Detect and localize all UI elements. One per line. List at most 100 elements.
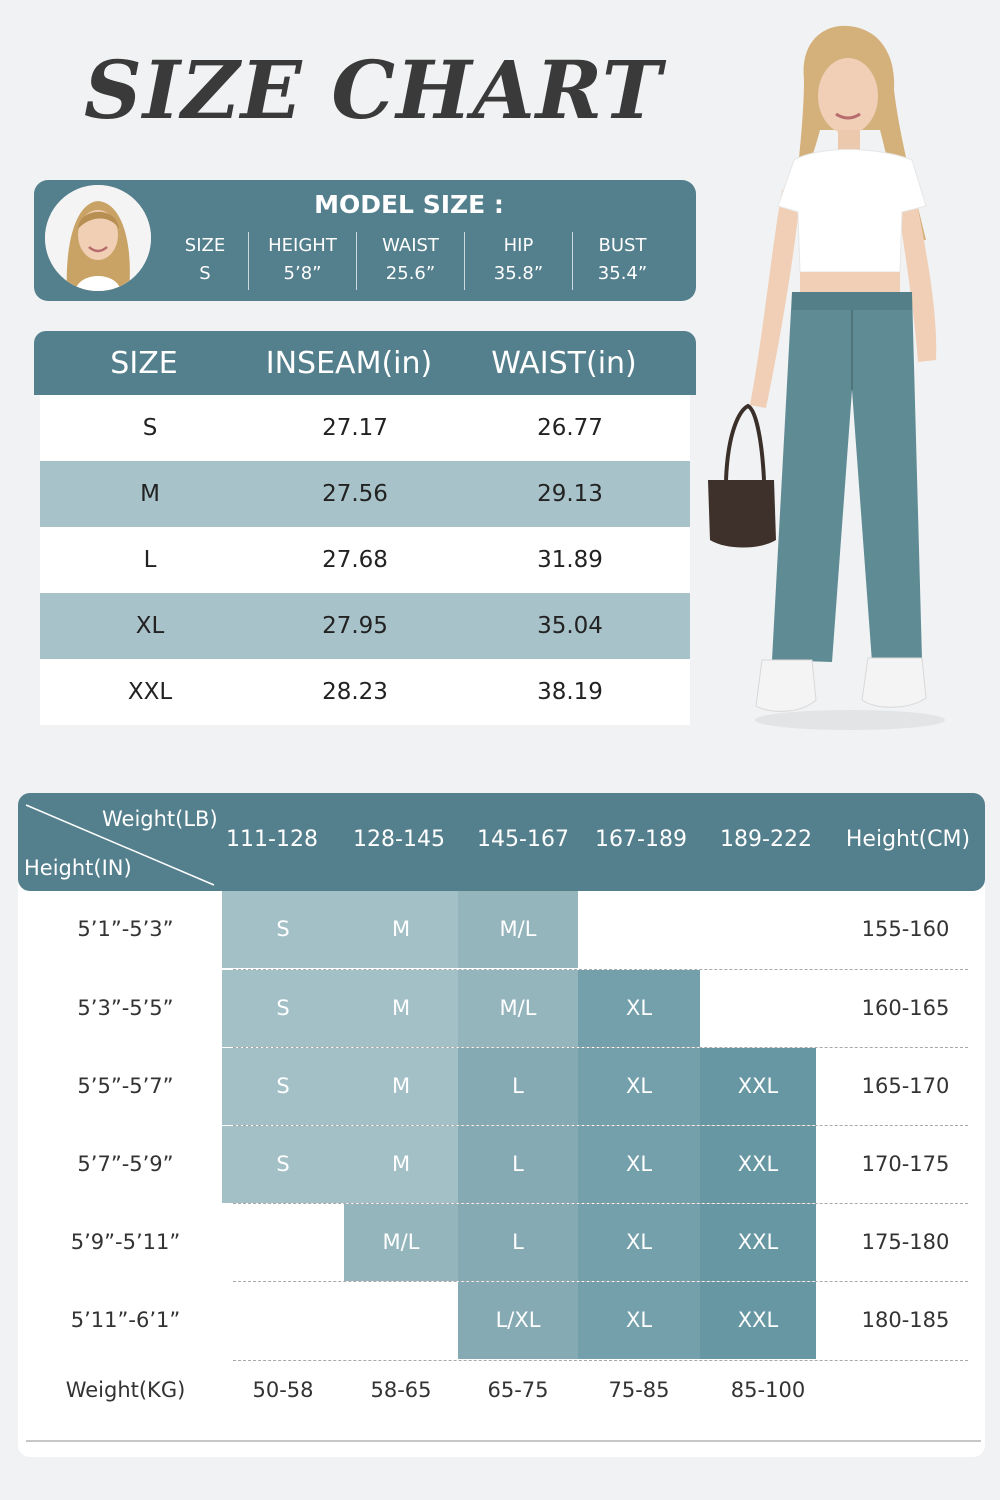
row-divider bbox=[233, 1203, 968, 1204]
size-cell: S bbox=[222, 891, 344, 968]
grid-row: 5’7”-5’9” S M L XL XXL 170-175 bbox=[18, 1126, 985, 1203]
stat-label: HIP bbox=[503, 235, 534, 256]
model-stat-waist: WAIST 25.6” bbox=[356, 232, 464, 290]
cell-waist: 26.77 bbox=[537, 415, 603, 441]
weight-kg-cell: 58-65 bbox=[370, 1378, 432, 1402]
grid-row: 5’3”-5’5” S M M/L XL 160-165 bbox=[18, 970, 985, 1047]
size-cell: L/XL bbox=[458, 1282, 578, 1359]
size-cell: S bbox=[222, 1126, 344, 1203]
cell-waist: 29.13 bbox=[537, 481, 603, 507]
row-divider bbox=[233, 1125, 968, 1126]
header-waist: WAIST(in) bbox=[491, 345, 637, 381]
weight-kg-cell: 75-85 bbox=[608, 1378, 670, 1402]
weight-kg-cell: 50-58 bbox=[252, 1378, 314, 1402]
stat-label: BUST bbox=[598, 235, 647, 256]
size-cell: XL bbox=[578, 1282, 700, 1359]
weight-lb-label: Weight(LB) bbox=[102, 807, 218, 831]
model-size-title: MODEL SIZE : bbox=[314, 190, 504, 219]
header-size: SIZE bbox=[110, 345, 178, 381]
weight-lb-col: 128-145 bbox=[353, 827, 445, 852]
cell-size: XXL bbox=[127, 679, 173, 705]
size-cell: M/L bbox=[344, 1204, 458, 1281]
cell-size: XL bbox=[135, 613, 165, 639]
inseam-waist-table: SIZE INSEAM(in) WAIST(in) S 27.17 26.77 … bbox=[34, 331, 696, 729]
model-size-card: MODEL SIZE : SIZE S HEIGHT 5’8” WAIST 25… bbox=[34, 180, 696, 301]
cell-waist: 35.04 bbox=[537, 613, 603, 639]
stat-value: 25.6” bbox=[385, 263, 436, 284]
size-cell: M/L bbox=[458, 891, 578, 968]
row-divider bbox=[233, 969, 968, 970]
height-in-label: Height(IN) bbox=[24, 856, 132, 880]
model-stat-height: HEIGHT 5’8” bbox=[248, 232, 356, 290]
height-in-cell: 5’7”-5’9” bbox=[77, 1152, 174, 1176]
model-stat-hip: HIP 35.8” bbox=[464, 232, 572, 290]
size-cell: M/L bbox=[458, 970, 578, 1047]
model-stat-bust: BUST 35.4” bbox=[572, 232, 672, 290]
size-cell: S bbox=[222, 1048, 344, 1125]
size-cell: XL bbox=[578, 970, 700, 1047]
cell-inseam: 27.17 bbox=[322, 415, 388, 441]
height-cm-cell: 175-180 bbox=[861, 1230, 950, 1254]
size-cell: XL bbox=[578, 1048, 700, 1125]
stat-value: S bbox=[199, 263, 211, 284]
bottom-divider bbox=[26, 1440, 981, 1442]
stat-value: 35.8” bbox=[493, 263, 544, 284]
weight-kg-cell: 65-75 bbox=[487, 1378, 549, 1402]
table-row: M 27.56 29.13 bbox=[40, 461, 690, 527]
size-cell: M bbox=[344, 970, 458, 1047]
model-stat-size: SIZE S bbox=[162, 232, 248, 290]
size-cell: XL bbox=[578, 1204, 700, 1281]
cell-inseam: 27.56 bbox=[322, 481, 388, 507]
cell-size: L bbox=[143, 547, 157, 573]
table-row: L 27.68 31.89 bbox=[40, 527, 690, 593]
cell-inseam: 27.95 bbox=[322, 613, 388, 639]
weight-lb-col: 111-128 bbox=[226, 827, 318, 852]
model-avatar bbox=[45, 185, 151, 291]
header-inseam: INSEAM(in) bbox=[265, 345, 433, 381]
stat-value: 35.4” bbox=[597, 263, 648, 284]
row-divider bbox=[233, 1281, 968, 1282]
page-title: SIZE CHART bbox=[84, 43, 663, 137]
size-cell: XXL bbox=[700, 1048, 816, 1125]
stat-label: SIZE bbox=[184, 235, 226, 256]
size-cell: XXL bbox=[700, 1204, 816, 1281]
grid-row: 5’11”-6’1” L/XL XL XXL 180-185 bbox=[18, 1282, 985, 1359]
grid-header: Weight(LB) Height(IN) 111-128 128-145 14… bbox=[18, 793, 985, 891]
stat-label: HEIGHT bbox=[268, 235, 337, 256]
height-cm-cell: 160-165 bbox=[861, 996, 950, 1020]
grid-row: 5’5”-5’7” S M L XL XXL 165-170 bbox=[18, 1048, 985, 1125]
table-row: S 27.17 26.77 bbox=[40, 395, 690, 461]
weight-kg-label: Weight(KG) bbox=[65, 1378, 186, 1402]
size-cell: L bbox=[458, 1204, 578, 1281]
size-cell: XXL bbox=[700, 1126, 816, 1203]
height-in-cell: 5’9”-5’11” bbox=[70, 1230, 181, 1254]
size-cell: M bbox=[344, 891, 458, 968]
height-in-cell: 5’11”-6’1” bbox=[70, 1308, 181, 1332]
stat-value: 5’8” bbox=[283, 263, 322, 284]
height-cm-header: Height(CM) bbox=[845, 827, 971, 852]
size-cell: S bbox=[222, 970, 344, 1047]
cell-waist: 38.19 bbox=[537, 679, 603, 705]
grid-row: 5’1”-5’3” S M M/L 155-160 bbox=[18, 891, 985, 968]
size-cell: L bbox=[458, 1048, 578, 1125]
height-cm-cell: 165-170 bbox=[861, 1074, 950, 1098]
row-divider bbox=[233, 1047, 968, 1048]
size-cell: M bbox=[344, 1126, 458, 1203]
size-recommendation-grid: Weight(LB) Height(IN) 111-128 128-145 14… bbox=[18, 793, 985, 1457]
size-cell: XL bbox=[578, 1126, 700, 1203]
row-divider bbox=[233, 1360, 968, 1361]
stat-label: WAIST bbox=[382, 235, 439, 256]
model-photo bbox=[700, 10, 1000, 740]
weight-lb-col: 145-167 bbox=[477, 827, 569, 852]
size-cell: L bbox=[458, 1126, 578, 1203]
size-cell: XXL bbox=[700, 1282, 816, 1359]
cell-size: M bbox=[140, 481, 160, 507]
size-cell: M bbox=[344, 1048, 458, 1125]
height-cm-cell: 155-160 bbox=[861, 917, 950, 941]
weight-kg-cell: 85-100 bbox=[730, 1378, 806, 1402]
height-cm-cell: 180-185 bbox=[861, 1308, 950, 1332]
table-header: SIZE INSEAM(in) WAIST(in) bbox=[34, 331, 696, 395]
height-cm-cell: 170-175 bbox=[861, 1152, 950, 1176]
weight-lb-col: 189-222 bbox=[720, 827, 812, 852]
cell-inseam: 27.68 bbox=[322, 547, 388, 573]
